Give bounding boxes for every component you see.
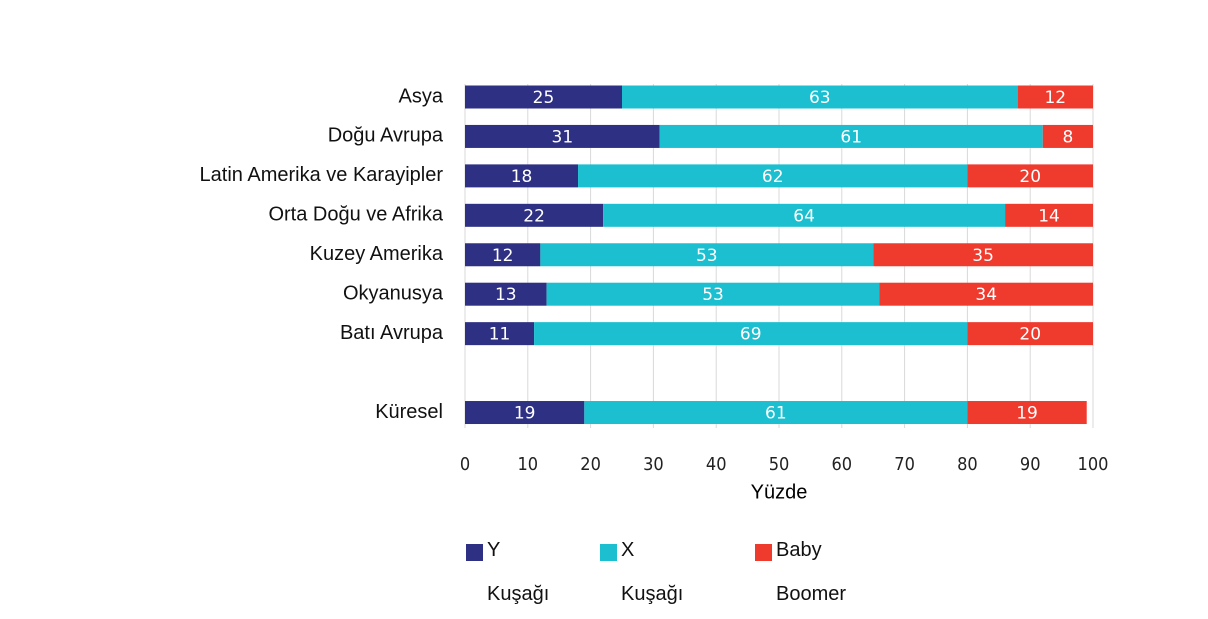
value-label: 31: [552, 127, 574, 147]
value-label: 19: [514, 404, 536, 424]
bar-segment: [1005, 203, 1093, 227]
value-label: 8: [1062, 127, 1073, 147]
bar-segment: [465, 124, 660, 148]
bar-segment: [465, 85, 622, 109]
category-label: Batı Avrupa: [340, 322, 444, 344]
bar-segment: [465, 203, 604, 227]
bar-segment: [967, 401, 1087, 425]
value-label: 69: [740, 325, 762, 345]
x-tick-label: 0: [460, 454, 470, 475]
value-label: 18: [511, 167, 533, 187]
x-tick-label: 40: [706, 454, 727, 475]
bar-segment: [578, 164, 968, 188]
legend-label: Baby Boomer: [776, 539, 847, 605]
value-label: 11: [489, 325, 511, 345]
x-tick-label: 10: [517, 454, 538, 475]
bar-segment: [465, 401, 585, 425]
bar-segment: [465, 282, 547, 306]
x-tick-label: 80: [957, 454, 978, 475]
category-label: Orta Doğu ve Afrika: [268, 204, 443, 226]
bar-segment: [622, 85, 1018, 109]
category-label: Küresel: [375, 401, 443, 423]
category-label: Doğu Avrupa: [328, 125, 444, 147]
value-label: 62: [762, 167, 784, 187]
legend-item: Y Kuşağı: [466, 539, 549, 616]
bar-segment: [659, 124, 1043, 148]
bar-segment: [967, 322, 1093, 346]
bar-segment: [540, 243, 874, 267]
legend-label: X Kuşağı: [621, 539, 684, 605]
bar-segment: [967, 164, 1093, 188]
value-label: 19: [1016, 404, 1038, 424]
bar-segment: [584, 401, 968, 425]
x-tick-label: 30: [643, 454, 664, 475]
bar-segment: [465, 164, 579, 188]
category-label: Latin Amerika ve Karayipler: [200, 164, 444, 186]
bar-segment: [534, 322, 968, 346]
category-label: Asya: [399, 85, 444, 107]
legend-swatch: [466, 544, 483, 561]
x-tick-label: 60: [831, 454, 852, 475]
bar-segment: [873, 243, 1093, 267]
value-label: 25: [533, 88, 555, 108]
bar-segment: [1042, 124, 1093, 148]
value-label: 14: [1038, 206, 1060, 226]
x-tick-label: 50: [769, 454, 790, 475]
bar-segment: [1017, 85, 1093, 109]
x-tick-label: 70: [894, 454, 915, 475]
value-label: 61: [765, 404, 787, 424]
x-axis-title: Yüzde: [751, 481, 808, 503]
value-label: 20: [1019, 167, 1041, 187]
value-label: 61: [840, 127, 862, 147]
legend-label: Y Kuşağı: [487, 539, 550, 605]
value-label: 13: [495, 285, 517, 305]
bar-segment: [465, 322, 535, 346]
value-label: 64: [793, 206, 815, 226]
legend-item: Baby Boomer: [755, 539, 846, 616]
value-label: 12: [1044, 88, 1066, 108]
value-label: 63: [809, 88, 831, 108]
bar-segment: [465, 243, 541, 267]
bar-segment: [879, 282, 1093, 306]
value-label: 20: [1019, 325, 1041, 345]
x-tick-label: 90: [1020, 454, 1041, 475]
value-label: 12: [492, 246, 514, 266]
value-label: 34: [975, 285, 997, 305]
bar-segment: [546, 282, 880, 306]
x-tick-label: 100: [1078, 454, 1109, 475]
value-label: 22: [523, 206, 545, 226]
value-label: 53: [696, 246, 718, 266]
category-label: Okyanusya: [343, 282, 444, 304]
bar-segment: [603, 203, 1006, 227]
legend-swatch: [600, 544, 617, 561]
x-tick-label: 20: [580, 454, 601, 475]
legend-swatch: [755, 544, 772, 561]
value-label: 35: [972, 246, 994, 266]
value-label: 53: [702, 285, 724, 305]
category-label: Kuzey Amerika: [310, 243, 444, 265]
legend-item: X Kuşağı: [600, 539, 683, 616]
